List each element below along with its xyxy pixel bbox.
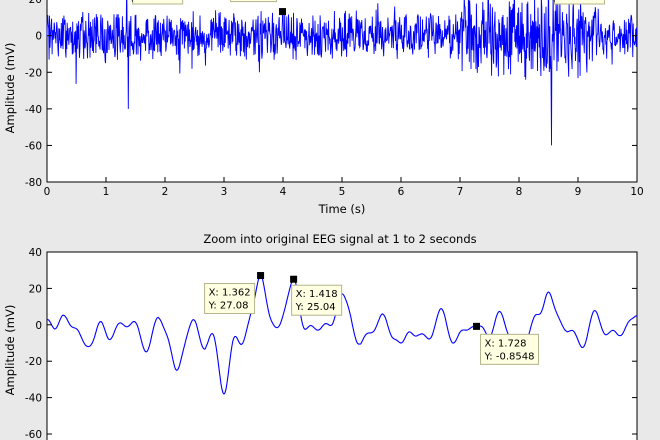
top-datatip-marker[interactable]: [279, 8, 287, 16]
top-y-tick-label: -60: [25, 140, 42, 152]
top-datatip-box[interactable]: [230, 0, 278, 3]
bottom-chart-title: Zoom into original EEG signal at 1 to 2 …: [203, 232, 476, 246]
top-eeg-signal-line: [46, 0, 638, 146]
bottom-datatip-x: X: 1.728: [485, 338, 527, 349]
bottom-datatip-marker[interactable]: [257, 272, 265, 280]
top-y-tick-label: -20: [25, 67, 42, 79]
top-x-tick-label: 1: [103, 186, 110, 198]
top-x-tick-label: 0: [44, 186, 51, 198]
top-x-axis-label: Time (s): [318, 202, 366, 216]
bottom-y-tick-label: 0: [35, 320, 42, 332]
bottom-axes: Zoom into original EEG signal at 1 to 2 …: [3, 232, 638, 440]
bottom-datatip-box[interactable]: [204, 283, 256, 315]
top-y-tick-label: -40: [25, 104, 42, 116]
bottom-y-tick-label: -40: [25, 393, 42, 405]
top-datatip-box-clipped[interactable]: [132, 0, 184, 5]
top-x-tick-label: 2: [162, 186, 169, 198]
top-x-tick-label: 5: [339, 186, 346, 198]
bottom-y-tick-label: -20: [25, 356, 42, 368]
top-y-tick-label: -80: [25, 177, 42, 189]
bottom-y-tick-label: 40: [29, 247, 42, 259]
bottom-y-axis-label: Amplitude (mV): [3, 305, 17, 396]
bottom-datatip-y: Y: -0.8548: [484, 351, 535, 362]
top-y-axis-label: Amplitude (mV): [3, 43, 17, 134]
bottom-y-tick-label: -60: [25, 429, 42, 440]
top-x-tick-label: 10: [630, 186, 643, 198]
bottom-datatip-box[interactable]: [480, 333, 540, 365]
top-x-tick-label: 7: [457, 186, 464, 198]
top-x-tick-label: 9: [575, 186, 582, 198]
bottom-datatip-x: X: 1.418: [296, 289, 338, 300]
top-y-tick-label: 0: [35, 31, 42, 43]
bottom-datatip-marker[interactable]: [473, 322, 481, 330]
bottom-datatip-box[interactable]: [291, 284, 343, 316]
top-x-tick-label: 3: [221, 186, 228, 198]
top-x-tick-label: 4: [280, 186, 287, 198]
top-x-tick-label: 6: [398, 186, 405, 198]
top-x-tick-label: 8: [516, 186, 523, 198]
bottom-datatip-y: Y: 25.04: [295, 302, 336, 313]
bottom-datatip-marker[interactable]: [290, 275, 298, 283]
bottom-datatip-x: X: 1.362: [209, 288, 251, 299]
top-axes: -80 -60 -40 -20 0 20 0 1 2 3 4 5 6 7 8 9 10 Time (s) Am…: [3, 0, 644, 216]
top-y-tick-label: 20: [29, 0, 42, 6]
bottom-y-tick-label: 20: [29, 283, 42, 295]
top-datatip-box-clipped[interactable]: [554, 0, 605, 5]
bottom-datatip-y: Y: 27.08: [208, 301, 249, 312]
top-datatip-y: Y: 13.2: [233, 0, 268, 1]
bottom-plot-area: [46, 251, 638, 440]
